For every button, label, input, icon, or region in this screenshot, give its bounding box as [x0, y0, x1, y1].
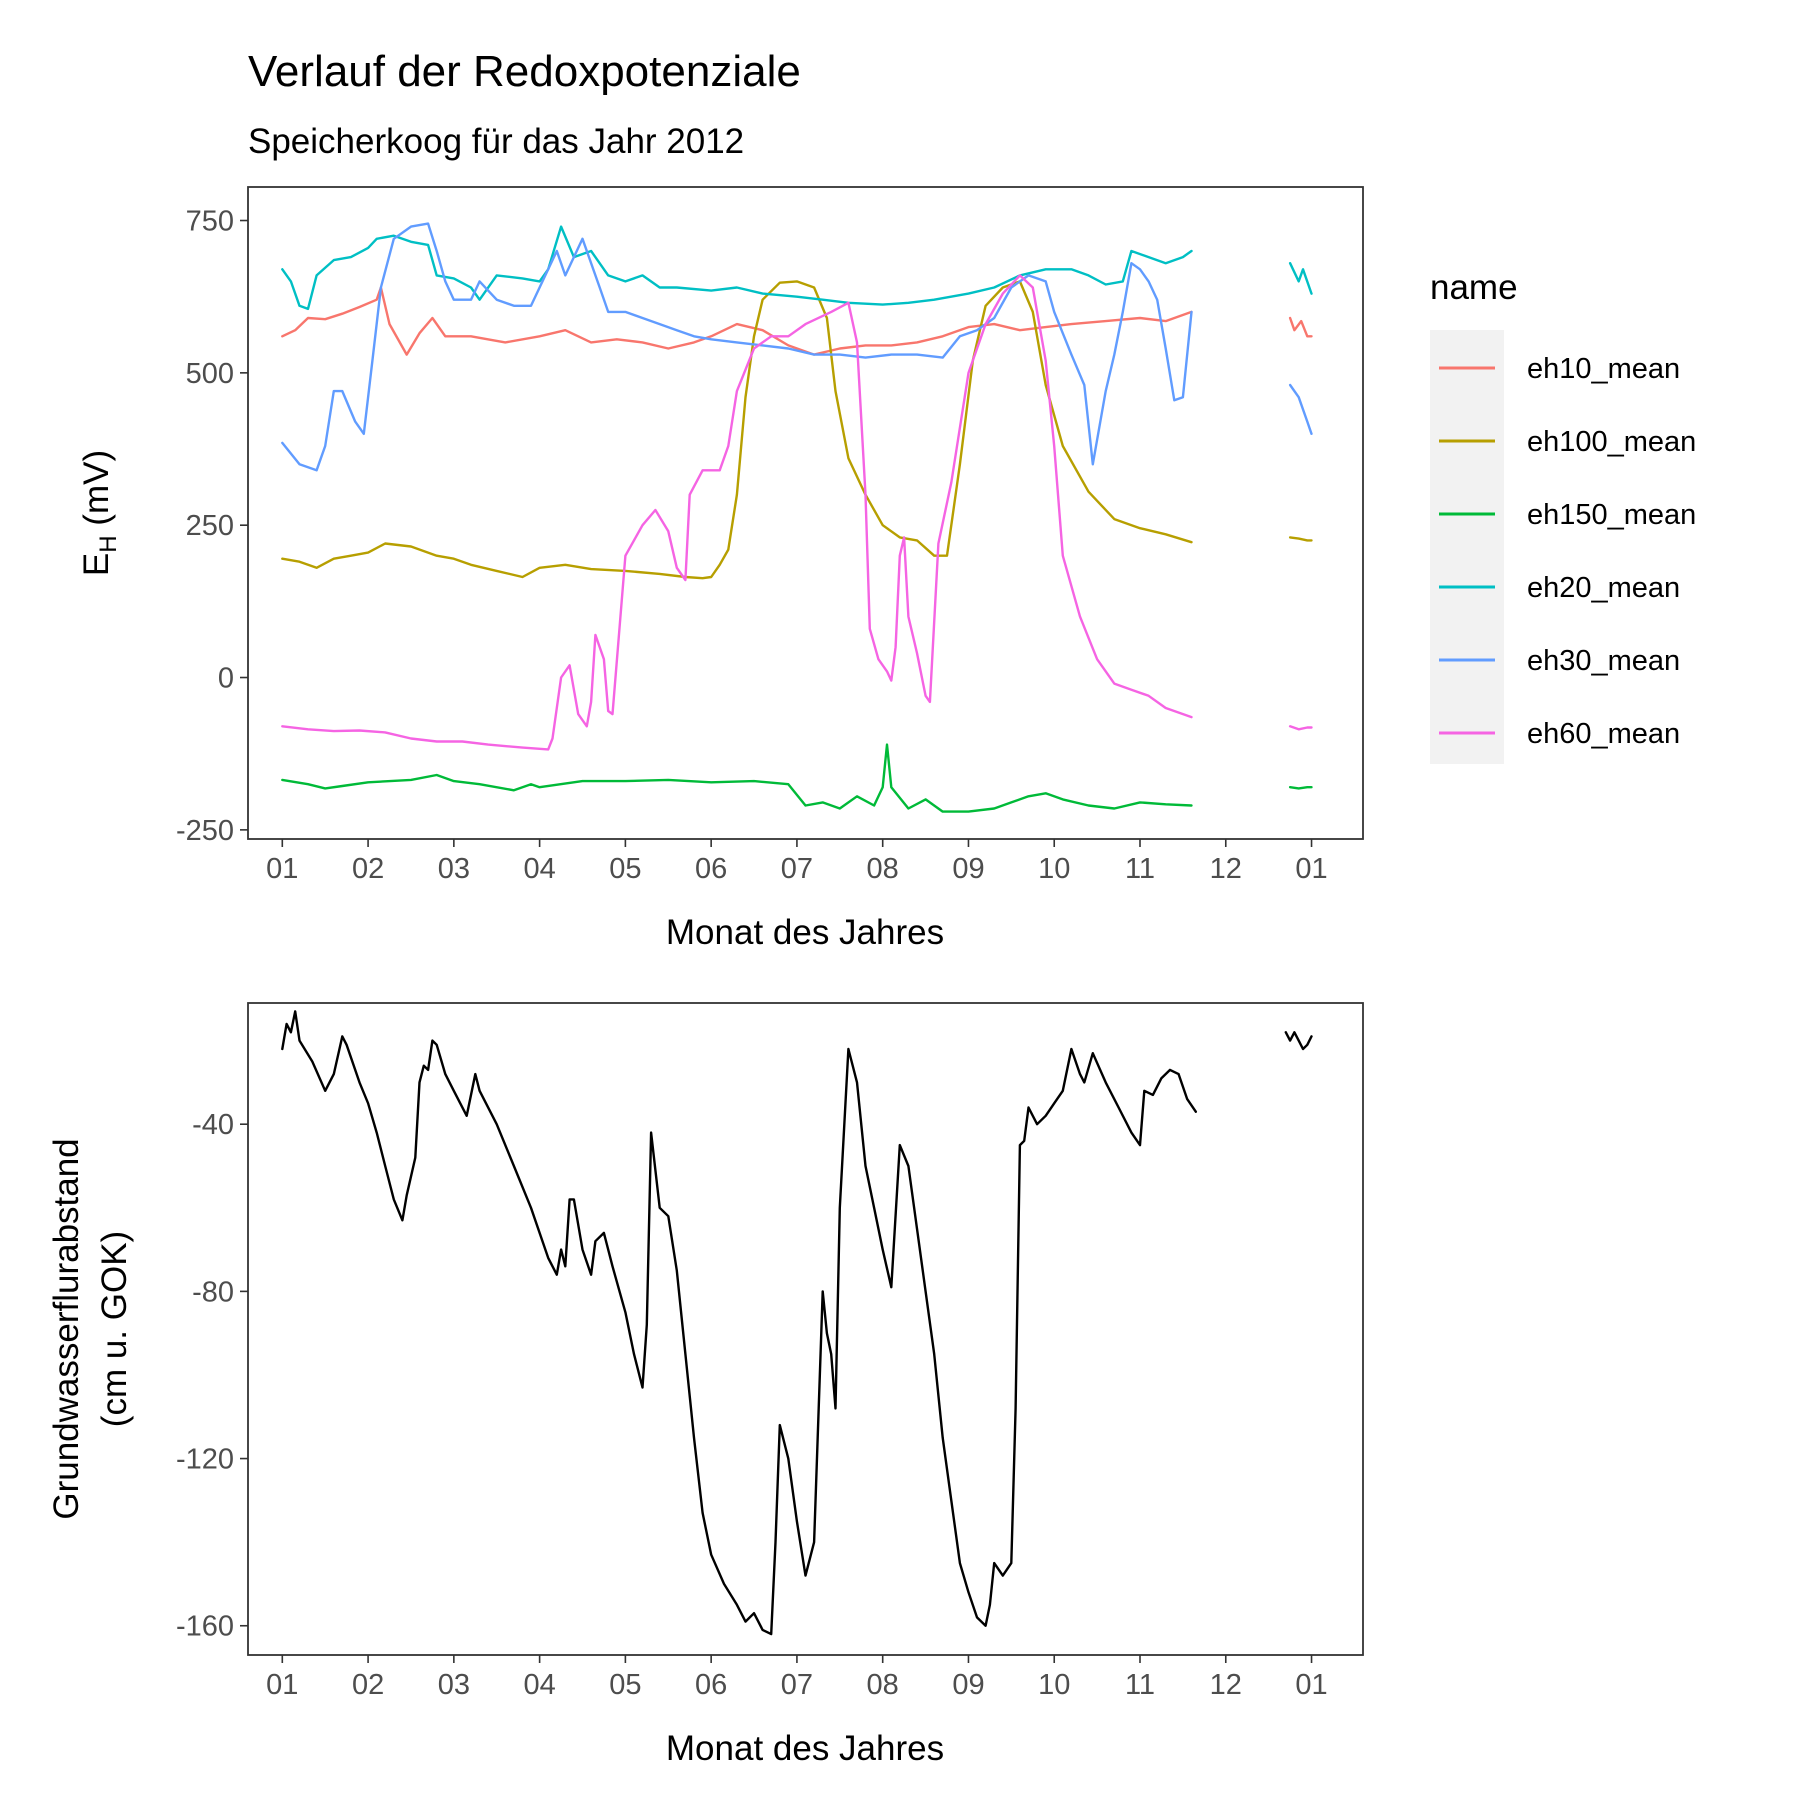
- redox-series-eh20_mean-segment-1: [1288, 262, 1313, 295]
- legend-title: name: [1430, 268, 1518, 307]
- groundwater-x-tick-label: 05: [609, 1669, 641, 1701]
- legend-label-eh100_mean: eh100_mean: [1527, 426, 1696, 458]
- groundwater-x-tick-label: 12: [1210, 1669, 1242, 1701]
- redox-y-tick-label: -250: [176, 815, 234, 847]
- redox-series-eh30_mean-segment-1: [1288, 383, 1313, 435]
- redox-x-tick-label: 04: [523, 853, 555, 885]
- groundwater-y-tick-label: -160: [176, 1611, 234, 1643]
- groundwater-x-tick-label: 04: [523, 1669, 555, 1701]
- groundwater-x-axis: 01 02 03 04 05 06 07 08 09 10 11 12 01: [266, 1655, 1328, 1701]
- redox-y-axis: -250 0 250 500 750: [176, 206, 248, 847]
- redox-x-axis: 01 02 03 04 05 06 07 08 09 10 11 12 01: [266, 839, 1328, 885]
- groundwater-x-tick-label: 11: [1125, 1669, 1155, 1701]
- redox-series-eh150_mean-segment-1: [1288, 786, 1313, 790]
- redox-x-tick-label: 08: [867, 853, 899, 885]
- redox-panel-border: [247, 186, 1364, 840]
- groundwater-series-line-segment-1: [1284, 1031, 1313, 1051]
- redox-series-eh150_mean-segment-0: [281, 743, 1193, 813]
- chart-title: Verlauf der Redoxpotenziale: [248, 47, 801, 96]
- redox-x-tick-label: 09: [952, 853, 984, 885]
- groundwater-series-line-segment-0: [281, 1010, 1197, 1636]
- legend-label-eh60_mean: eh60_mean: [1527, 718, 1680, 750]
- redox-series-eh10_mean-segment-0: [281, 286, 1193, 356]
- redox-x-tick-label: 12: [1210, 853, 1242, 885]
- redox-series-eh10_mean-segment-1: [1288, 316, 1313, 338]
- groundwater-x-tick-label: 03: [438, 1669, 470, 1701]
- groundwater-x-tick-label: 10: [1038, 1669, 1070, 1701]
- redox-series-eh20_mean-segment-0: [281, 225, 1193, 311]
- groundwater-y-axis: -160 -120 -80 -40: [176, 1109, 248, 1643]
- redox-series-eh100_mean-segment-1: [1288, 536, 1313, 542]
- redox-series-group: [281, 222, 1313, 813]
- redox-x-tick-label: 03: [438, 853, 470, 885]
- groundwater-x-tick-label: 06: [695, 1669, 727, 1701]
- groundwater-x-tick-label: 08: [867, 1669, 899, 1701]
- redox-x-tick-label: 05: [609, 853, 641, 885]
- redox-y-axis-title: EH (mV): [77, 450, 122, 576]
- redox-y-tick-label: 750: [186, 206, 234, 238]
- redox-series-eh60_mean-segment-0: [281, 274, 1193, 751]
- groundwater-x-tick-label: 07: [781, 1669, 813, 1701]
- groundwater-x-tick-label: 02: [352, 1669, 384, 1701]
- groundwater-x-tick-label: 01: [266, 1669, 298, 1701]
- redox-x-tick-label: 01: [1295, 853, 1327, 885]
- redox-y-tick-label: 250: [186, 510, 234, 542]
- redox-x-tick-label: 07: [781, 853, 813, 885]
- groundwater-y-axis-title-line2: (cm u. GOK): [95, 1231, 134, 1427]
- groundwater-panel-border: [247, 1002, 1364, 1656]
- groundwater-y-tick-label: -40: [192, 1109, 234, 1141]
- groundwater-x-tick-label: 01: [1295, 1669, 1327, 1701]
- groundwater-x-axis-title: Monat des Jahres: [666, 1729, 944, 1768]
- groundwater-panel: -160-120-80-40 01 02 03 04 05 06 07 08 09 10 11 12 0…: [47, 1002, 1364, 1768]
- redox-x-tick-label: 10: [1038, 853, 1070, 885]
- legend-label-eh150_mean: eh150_mean: [1527, 499, 1696, 531]
- redox-series-eh60_mean-segment-1: [1288, 725, 1313, 731]
- legend-label-eh10_mean: eh10_mean: [1527, 353, 1680, 385]
- redox-x-tick-label: 06: [695, 853, 727, 885]
- legend-key-background: [1430, 330, 1504, 764]
- groundwater-series-group: [281, 1010, 1313, 1636]
- redox-x-tick-label: 01: [266, 853, 298, 885]
- legend-label-eh20_mean: eh20_mean: [1527, 572, 1680, 604]
- groundwater-x-tick-label: 09: [952, 1669, 984, 1701]
- groundwater-y-tick-label: -80: [192, 1276, 234, 1308]
- redox-y-tick-label: 500: [186, 358, 234, 390]
- redox-series-eh30_mean-segment-0: [281, 222, 1193, 472]
- chart-subtitle: Speicherkoog für das Jahr 2012: [248, 122, 744, 161]
- redox-x-tick-label: 11: [1125, 853, 1155, 885]
- redox-x-axis-title: Monat des Jahres: [666, 913, 944, 952]
- legend: name eh10_mean eh100_mean eh150_mean eh20_m…: [1430, 268, 1696, 764]
- legend-label-eh30_mean: eh30_mean: [1527, 645, 1680, 677]
- groundwater-y-tick-label: -120: [176, 1444, 234, 1476]
- groundwater-y-axis-title-line1: Grundwasserflurabstand: [47, 1138, 86, 1519]
- redox-x-tick-label: 02: [352, 853, 384, 885]
- redox-y-tick-label: 0: [218, 663, 234, 695]
